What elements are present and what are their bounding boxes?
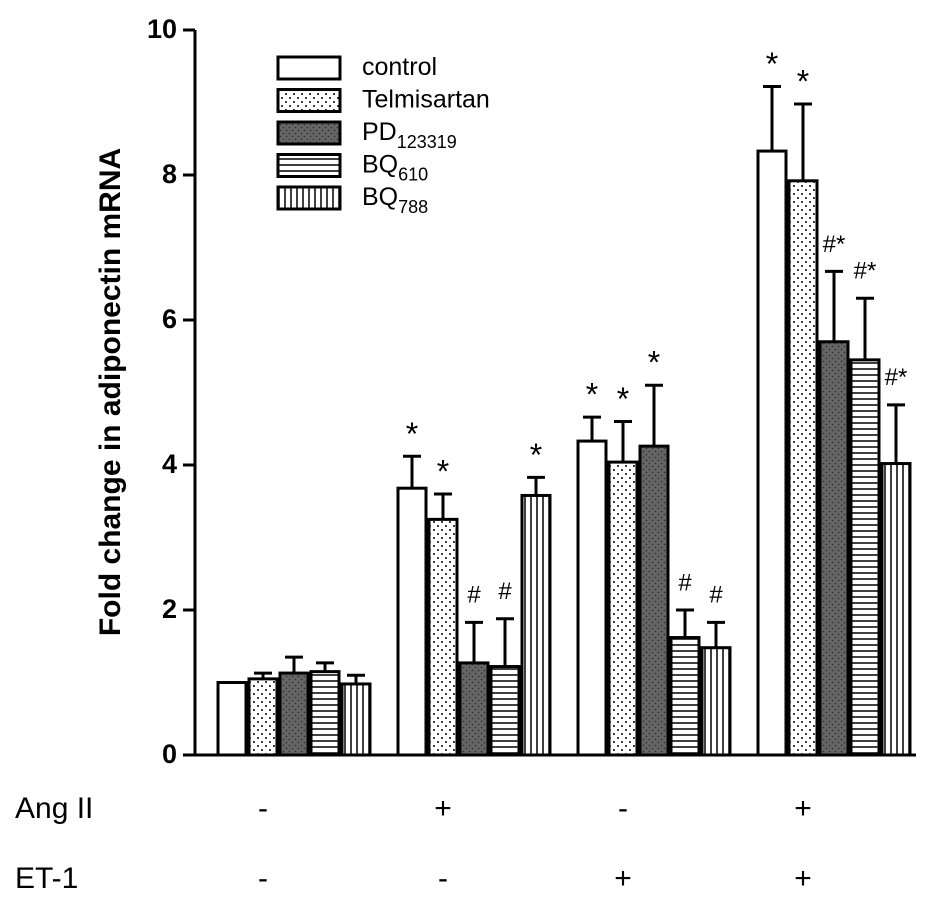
legend-subscript: 788 (398, 197, 428, 217)
legend-name: BQ (362, 150, 398, 178)
significance-mark: * (648, 345, 660, 381)
bar (520, 493, 552, 757)
significance-mark: # (678, 569, 692, 596)
legend-name: BQ (362, 183, 398, 211)
legend-subscript: 610 (398, 164, 428, 184)
condition-value: + (434, 792, 452, 825)
significance-mark: * (617, 381, 629, 417)
bar (669, 636, 701, 757)
significance-mark: * (406, 416, 418, 452)
bar (489, 665, 521, 757)
bar (756, 149, 788, 757)
condition-value: - (258, 792, 268, 825)
significance-mark: * (797, 63, 809, 99)
condition-label: ET-1 (15, 862, 78, 895)
legend-swatch (276, 55, 342, 81)
condition-value: - (258, 862, 268, 895)
bar (247, 677, 279, 757)
legend-swatch (276, 120, 342, 146)
significance-mark: # (709, 582, 723, 609)
bar (278, 671, 310, 757)
significance-mark: * (530, 437, 542, 473)
condition-value: + (794, 862, 812, 895)
legend-label: PD123319 (362, 118, 457, 152)
legend-swatch (276, 153, 342, 178)
legend-label: BQ788 (362, 183, 428, 217)
y-tick-label: 6 (162, 304, 177, 334)
y-tick-label: 8 (162, 159, 177, 189)
bar (818, 340, 850, 757)
legend-subscript: 123319 (397, 132, 457, 152)
bar (787, 179, 819, 757)
bar (638, 444, 670, 757)
legend-label: control (362, 53, 437, 81)
bar (427, 517, 459, 757)
bar (458, 661, 490, 757)
legend-name: PD (362, 118, 397, 146)
legend-swatch (276, 185, 342, 211)
condition-value: + (794, 792, 812, 825)
significance-mark: * (437, 453, 449, 489)
condition-label: Ang II (15, 792, 93, 825)
significance-mark: #* (885, 364, 908, 391)
legend-swatch (276, 88, 342, 113)
legend-name: control (362, 53, 437, 81)
bar (849, 358, 881, 757)
bar (340, 682, 372, 757)
bar (309, 670, 341, 757)
bar (576, 439, 608, 757)
significance-mark: #* (823, 231, 846, 258)
legend-label: Telmisartan (362, 85, 490, 113)
bar (216, 681, 248, 757)
condition-value: + (614, 862, 632, 895)
bar (880, 462, 912, 757)
significance-mark: # (498, 578, 512, 605)
significance-mark: # (467, 582, 481, 609)
y-tick-label: 10 (147, 14, 177, 44)
significance-mark: #* (854, 258, 877, 285)
y-axis-label: Fold change in adiponectin mRNA (94, 148, 127, 636)
y-tick-label: 4 (162, 449, 177, 479)
legend-name: Telmisartan (362, 85, 490, 113)
bar (607, 460, 639, 757)
condition-value: - (618, 792, 628, 825)
y-tick-label: 0 (162, 739, 177, 769)
y-tick-label: 2 (162, 594, 177, 624)
bar (396, 486, 428, 757)
condition-value: - (438, 862, 448, 895)
legend-label: BQ610 (362, 150, 428, 184)
significance-mark: * (766, 46, 778, 82)
bar (700, 646, 732, 757)
significance-mark: * (586, 377, 598, 413)
